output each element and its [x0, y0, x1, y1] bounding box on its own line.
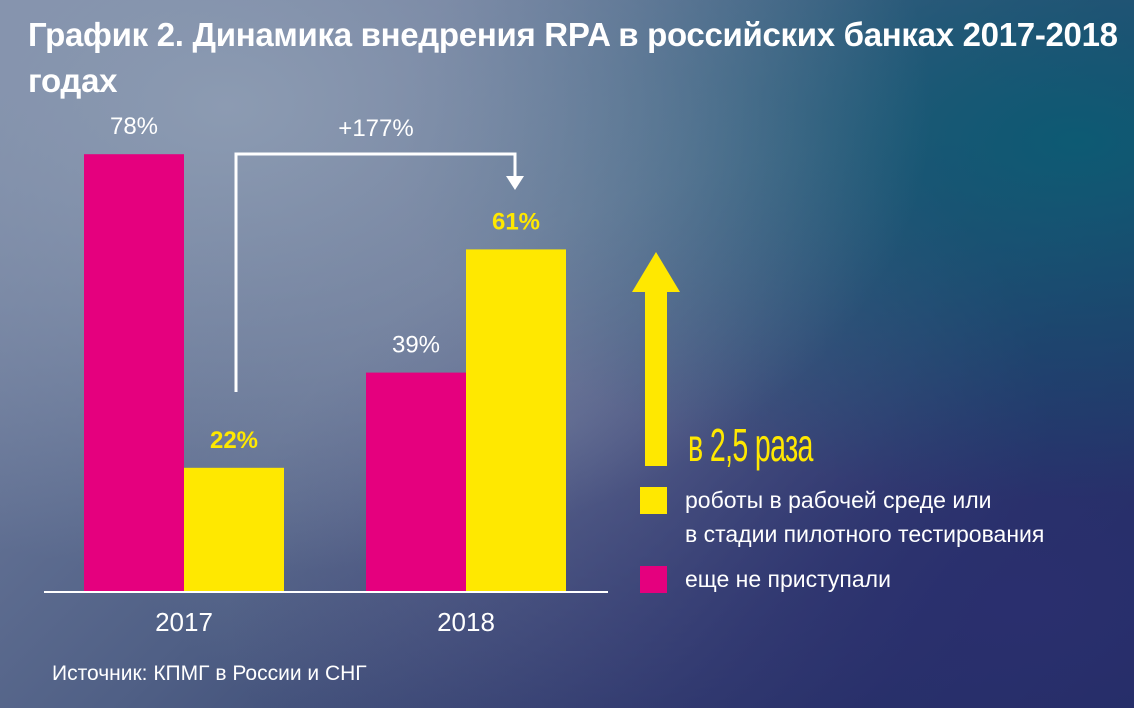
data-label-2017-not-started: 78%: [110, 113, 158, 140]
legend-item-not-started: еще не приступали: [640, 562, 1130, 596]
legend-swatch-magenta: [640, 566, 667, 593]
change-connector-arrow: [234, 152, 517, 392]
legend-label-line1: роботы в рабочей среде или: [685, 487, 992, 513]
legend-item-deployed: роботы в рабочей среде или в стадии пило…: [640, 483, 1130, 551]
data-label-2018-not-started: 39%: [392, 332, 440, 359]
bar-2018-deployed: [466, 249, 566, 591]
x-tick-2017: 2017: [155, 607, 213, 637]
growth-up-arrow: [632, 252, 680, 466]
growth-annotation: в 2,5 раза: [688, 419, 813, 471]
legend: роботы в рабочей среде или в стадии пило…: [640, 483, 1130, 607]
data-label-2017-deployed: 22%: [210, 427, 258, 454]
source-note: Источник: КПМГ в России и СНГ: [52, 662, 367, 685]
x-ticks-group: 2017 2018: [155, 607, 495, 637]
change-connector-arrowhead: [506, 176, 524, 190]
bar-2017-not-started: [84, 154, 184, 591]
legend-label-line1: еще не приступали: [685, 566, 891, 592]
legend-label-line2: в стадии пилотного тестирования: [685, 521, 1045, 547]
change-annotation: +177%: [338, 115, 413, 142]
data-label-2018-deployed: 61%: [492, 208, 540, 235]
x-tick-2018: 2018: [437, 607, 495, 637]
bar-2018-not-started: [366, 372, 466, 591]
bar-labels-group: 78% 22% 39% 61%: [110, 113, 540, 454]
bars-group: [84, 154, 566, 591]
chart-title: График 2. Динамика внедрения RPA в росси…: [28, 16, 1118, 99]
legend-swatch-yellow: [640, 487, 667, 514]
bar-2017-deployed: [184, 467, 284, 591]
